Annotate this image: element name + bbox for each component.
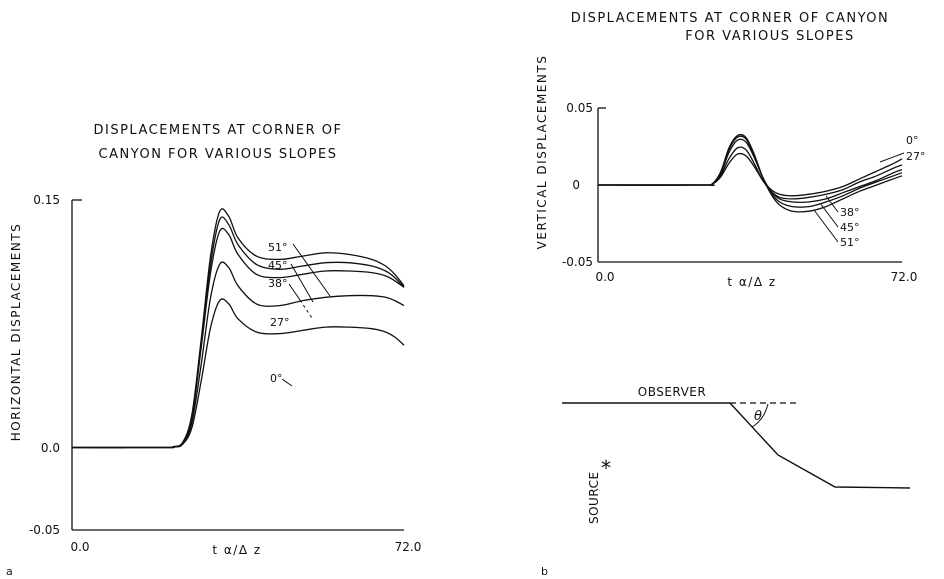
chart-b-xtick-label: 0.0 xyxy=(595,270,614,284)
chart-a-leader-line xyxy=(299,299,313,319)
chart-a-series-group xyxy=(71,208,405,449)
chart-a-ytick-label: 0.15 xyxy=(33,193,60,207)
chart-b-xtick-label: 72.0 xyxy=(891,270,918,284)
chart-a-title-line2: CANYON FOR VARIOUS SLOPES xyxy=(99,147,338,162)
chart-b-leader-line xyxy=(819,202,839,228)
chart-a-series-label: 27° xyxy=(270,316,290,329)
series-line xyxy=(597,133,903,213)
chart-a-leader-line xyxy=(290,263,314,303)
chart-b-series-label: 27° xyxy=(906,150,926,163)
series-line xyxy=(71,298,405,449)
chart-b-ytick-label: -0.05 xyxy=(562,255,593,269)
series-line xyxy=(71,216,405,449)
slope-angle-arc xyxy=(751,403,769,428)
chart-b-series-label: 38° xyxy=(840,206,860,219)
chart-b-title-line1: DISPLACEMENTS AT CORNER OF CANYON xyxy=(571,11,890,26)
chart-a-leader-line xyxy=(292,243,331,297)
series-line xyxy=(71,261,405,449)
observer-label: OBSERVER xyxy=(638,385,706,399)
series-line xyxy=(597,152,903,197)
chart-a-title-line1: DISPLACEMENTS AT CORNER OF xyxy=(93,123,342,138)
chart-a-series-label: 38° xyxy=(268,277,288,290)
chart-b-series-label: 51° xyxy=(840,236,860,249)
chart-a-ylabel: HORIZONTAL DISPLACEMENTS xyxy=(9,223,23,442)
series-line xyxy=(597,146,903,200)
chart-b-leader-line xyxy=(825,195,839,213)
chart-b-ytick-label: 0.05 xyxy=(566,101,593,115)
series-line xyxy=(71,227,405,449)
panel-b-label: b xyxy=(541,565,548,578)
chart-b: DISPLACEMENTS AT CORNER OF CANYON FOR VA… xyxy=(535,11,926,578)
source-marker: * xyxy=(601,456,611,480)
series-line xyxy=(597,135,903,208)
chart-b-series-label: 0° xyxy=(906,134,919,147)
chart-a-xlabel: t α/Δ z xyxy=(212,543,261,557)
canyon-diagram: θ OBSERVER * SOURCE xyxy=(562,385,911,524)
chart-b-xlabel: t α/Δ z xyxy=(727,275,776,289)
chart-a-xtick-label: 72.0 xyxy=(395,540,422,554)
chart-a-ytick-label: -0.05 xyxy=(29,523,60,537)
chart-b-leader-line xyxy=(879,152,905,163)
chart-b-leader-line xyxy=(813,209,839,243)
chart-a-leader-line xyxy=(281,378,293,387)
chart-b-title-line2: FOR VARIOUS SLOPES xyxy=(685,29,854,44)
chart-b-ytick-label: 0 xyxy=(572,178,580,192)
chart-a: DISPLACEMENTS AT CORNER OF CANYON FOR VA… xyxy=(6,123,421,578)
chart-b-series-label: 45° xyxy=(840,221,860,234)
source-label: SOURCE xyxy=(587,471,601,524)
slope-angle-label: θ xyxy=(754,409,762,424)
chart-a-xtick-label: 0.0 xyxy=(70,540,89,554)
chart-a-series-label: 45° xyxy=(268,259,288,272)
chart-b-ylabel: VERTICAL DISPLACEMENTS xyxy=(535,55,549,250)
chart-a-ytick-label: 0.0 xyxy=(41,441,60,455)
canyon-slope-line xyxy=(729,402,911,489)
chart-a-leader-line xyxy=(288,283,301,301)
panel-a-label: a xyxy=(6,565,13,578)
chart-b-series-group xyxy=(597,133,903,213)
chart-a-series-label: 0° xyxy=(270,372,283,385)
chart-a-series-label: 51° xyxy=(268,241,288,254)
